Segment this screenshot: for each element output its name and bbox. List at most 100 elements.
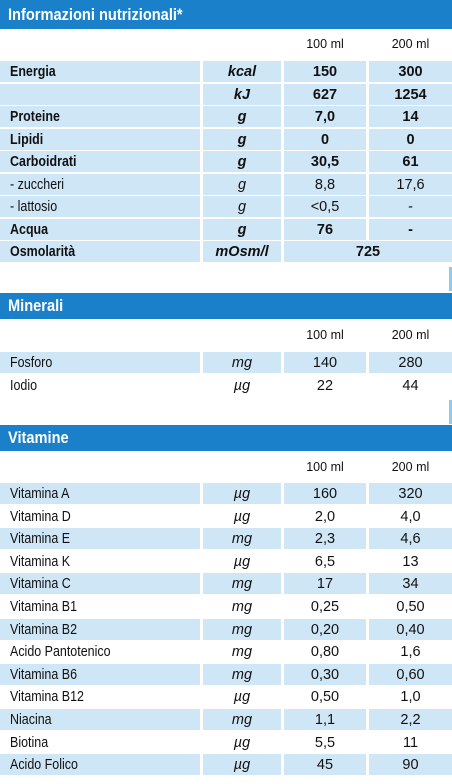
nutrient-name: Niacina: [10, 709, 58, 731]
value-200ml: 1,0: [400, 689, 421, 706]
vitamins-row: Acido Pantotenico mg 0,80 1,6: [0, 641, 452, 663]
minerals-col-100ml: 100 ml: [306, 328, 344, 342]
nutrient-name: Biotina: [10, 732, 54, 754]
nutrient-name-text: Vitamina D: [10, 508, 71, 525]
value-200ml: 0: [406, 131, 415, 148]
row-divider: [0, 82, 452, 83]
value-100ml: 6,5: [314, 553, 336, 570]
row-background: [0, 241, 452, 263]
vitamins-row: Vitamina B2 mg 0,20 0,40: [0, 618, 452, 641]
nutrient-unit: mg: [231, 531, 253, 548]
nutrition-row: Osmolarità mOsm/l 725: [0, 241, 452, 263]
nutrient-unit: µg: [233, 689, 251, 706]
vitamins-row: Niacina mg 1,1 2,2: [0, 709, 452, 731]
nutrient-name: Acqua: [10, 219, 54, 241]
column-separator: [281, 573, 284, 596]
value-100ml: 140: [312, 355, 338, 371]
row-background: [0, 83, 452, 106]
nutrient-name: Vitamina B2: [10, 619, 88, 641]
value-200ml: 4,0: [400, 508, 421, 525]
value-100ml: 150: [312, 64, 338, 80]
nutrient-name: - lattosio: [10, 196, 65, 218]
nutrient-unit: µg: [233, 553, 251, 570]
row-background: [0, 106, 452, 128]
nutrient-name: Proteine: [10, 106, 68, 128]
vitamins-col-100ml: 100 ml: [306, 460, 344, 474]
nutrition-row: Lipidi g 0 0: [0, 128, 452, 151]
row-divider: [0, 549, 452, 551]
minerals-title: Minerali: [8, 296, 64, 315]
value-100ml: 22: [316, 378, 334, 394]
row-divider: [0, 149, 452, 151]
nutrient-unit: µg: [233, 508, 251, 525]
nutrient-name: Energia: [10, 61, 63, 83]
nutrient-unit: mOsm/l: [215, 244, 269, 260]
nutrient-name-text: Niacina: [10, 712, 52, 728]
column-separator: [281, 83, 284, 106]
column-separator: [200, 754, 203, 777]
nutrient-name: Acido Folico: [10, 754, 89, 776]
column-separator: [281, 196, 284, 218]
value-200ml: 13: [402, 553, 419, 570]
row-background: [0, 709, 452, 731]
column-separator: [281, 241, 284, 263]
value-200ml: 0,40: [396, 621, 425, 638]
row-background: [0, 618, 452, 641]
vitamins-row: Vitamina B1 mg 0,25 0,50: [0, 596, 452, 618]
vitamins-row: Vitamina C mg 17 34: [0, 573, 452, 596]
column-separator: [366, 618, 369, 641]
row-background: [0, 218, 452, 241]
value-100ml: 160: [312, 486, 338, 502]
row-background: [0, 754, 452, 777]
nutrition-row: Proteine g 7,0 14: [0, 106, 452, 128]
column-separator: [200, 573, 203, 596]
nutrient-name-text: Vitamina E: [10, 531, 71, 548]
column-separator: [281, 61, 284, 83]
vitamins-row: Vitamina B6 mg 0,30 0,60: [0, 663, 452, 686]
nutrition-title: Informazioni nutrizionali*: [8, 5, 183, 24]
value-200ml: 0,50: [396, 599, 425, 615]
column-separator: [366, 663, 369, 686]
minerals-col-200ml: 200 ml: [391, 328, 430, 342]
minerals-header: Minerali: [0, 293, 452, 319]
column-separator: [366, 573, 369, 596]
column-separator: [366, 754, 369, 777]
vitamins-row: Vitamina E mg 2,3 4,6: [0, 528, 452, 551]
nutrient-name: Lipidi: [10, 129, 49, 151]
vitamins-header: Vitamine: [0, 425, 452, 451]
nutrient-name: Fosforo: [10, 352, 59, 374]
row-divider: [0, 504, 452, 505]
nutrient-name-text: Fosforo: [10, 355, 53, 371]
nutrient-name-text: Vitamina A: [10, 486, 70, 502]
vitamins-row: Vitamina A µg 160 320: [0, 483, 452, 505]
column-separator: [200, 196, 203, 218]
value-200ml: 44: [402, 378, 419, 394]
value-100ml: 2,0: [314, 508, 336, 525]
value-200ml: 17,6: [396, 176, 425, 193]
nutrient-unit: kJ: [233, 86, 251, 103]
nutrient-name-text: Vitamina B12: [10, 689, 84, 706]
column-separator: [200, 709, 203, 731]
column-separator: [366, 528, 369, 551]
column-separator: [200, 618, 203, 641]
row-divider: [0, 262, 452, 263]
nutrient-unit: µg: [233, 378, 251, 394]
column-separator: [200, 128, 203, 151]
value-combined: 725: [355, 244, 381, 260]
nutrient-name-text: Acido Folico: [10, 757, 78, 774]
nutrient-name: Iodio: [10, 375, 41, 397]
value-100ml: <0,5: [310, 199, 340, 215]
nutrient-name-text: - lattosio: [10, 199, 58, 215]
edge-tick-2: [449, 400, 452, 424]
nutrient-unit: mg: [231, 576, 253, 593]
column-separator: [366, 483, 369, 505]
column-separator: [200, 483, 203, 505]
row-background: [0, 173, 452, 196]
minerals-row: Fosforo mg 140 280: [0, 352, 452, 374]
value-100ml: 1,1: [314, 712, 336, 728]
nutrient-unit: g: [237, 199, 247, 215]
nutrient-unit: kcal: [227, 64, 257, 80]
column-separator: [366, 218, 369, 241]
nutrient-unit: mg: [231, 666, 253, 683]
row-background: [0, 61, 452, 83]
